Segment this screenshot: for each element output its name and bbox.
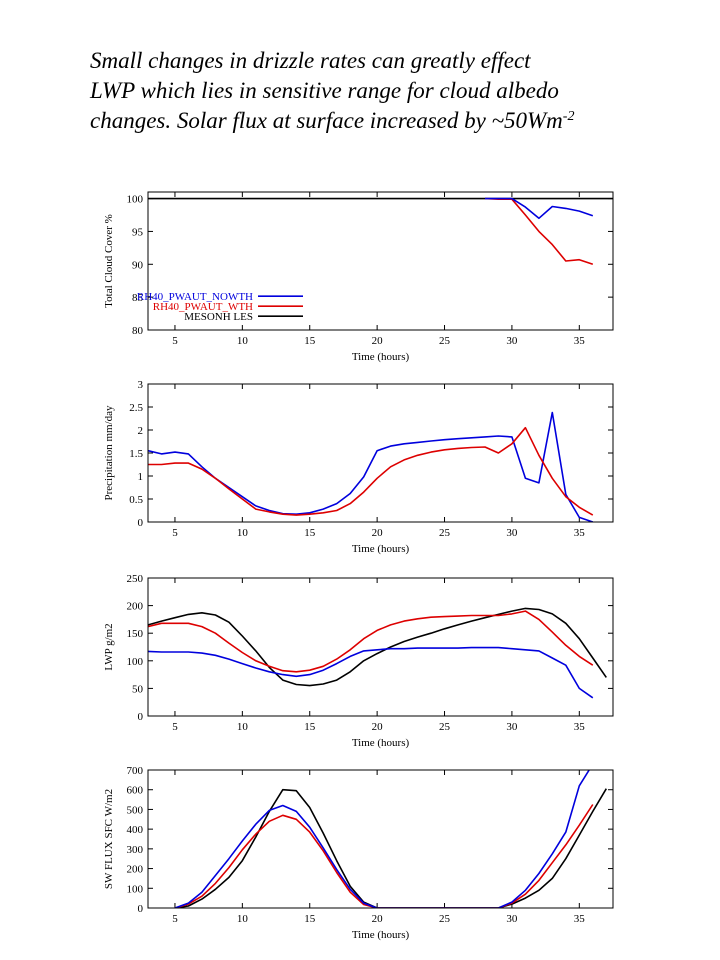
plot-frame [147, 769, 614, 909]
y-tick-label: 95 [132, 226, 144, 238]
y-tick-label: 200 [127, 601, 144, 613]
y-axis-label: Total Cloud Cover % [103, 214, 115, 308]
x-tick-label: 15 [304, 913, 316, 925]
series-line-rh40-pwaut-nowth [174, 770, 591, 908]
plot-frame [147, 383, 614, 523]
x-tick-label: 30 [506, 721, 518, 733]
y-tick-label: 2 [138, 425, 144, 437]
y-tick-label: 90 [132, 259, 144, 271]
x-tick-label: 30 [506, 335, 518, 347]
y-tick-label: 150 [127, 628, 144, 640]
series-line-rh40-pwaut-wth [174, 804, 594, 908]
caption-line-3-text: changes. Solar flux at surface increased… [90, 108, 563, 133]
series-line-rh40-pwaut-wth [148, 610, 594, 673]
y-tick-label: 300 [127, 844, 144, 856]
series-line-rh40-pwaut-wth [484, 197, 594, 266]
x-tick-label: 20 [372, 527, 384, 539]
x-tick-label: 10 [237, 527, 249, 539]
slide-caption: Small changes in drizzle rates can great… [90, 46, 710, 136]
y-tick-label: 2.5 [129, 402, 143, 414]
y-tick-label: 80 [132, 325, 144, 337]
series-line-rh40-pwaut-wth [148, 426, 594, 516]
y-tick-label: 85 [132, 292, 144, 304]
x-tick-label: 5 [172, 335, 178, 347]
x-axis-label: Time (hours) [352, 351, 410, 363]
x-tick-label: 35 [574, 335, 586, 347]
y-axis-label: LWP g/m2 [103, 623, 115, 670]
x-tick-label: 35 [574, 527, 586, 539]
y-tick-label: 0 [138, 517, 144, 529]
y-tick-label: 1.5 [129, 448, 143, 460]
y-tick-label: 500 [127, 804, 144, 816]
series-line-mesonh-les [148, 607, 607, 687]
lwp-panel: 5 10 15 20 25 30 35 0 50 100 150 200 250 Time (hours)… [98, 568, 618, 754]
y-tick-label: 100 [127, 656, 144, 668]
x-tick-label: 25 [439, 335, 451, 347]
caption-line-3: changes. Solar flux at surface increased… [90, 106, 710, 136]
y-tick-label: 0 [138, 711, 144, 723]
precipitation-chart: 5 10 15 20 25 30 35 0 0.5 1 1.5 2 2.5 3 Time (hours) Pr… [103, 379, 614, 555]
y-tick-label: 600 [127, 785, 144, 797]
y-tick-label: 100 [127, 194, 144, 206]
series-line-rh40-pwaut-nowth [148, 646, 594, 699]
y-axis-label: SW FLUX SFC W/m2 [103, 789, 115, 889]
cloud-cover-panel: 5 10 15 20 25 30 35 80 85 90 95 100 Time (hours) Tota… [98, 182, 618, 368]
cloud-cover-chart: 5 10 15 20 25 30 35 80 85 90 95 100 Time (hours) Tota… [103, 191, 614, 363]
x-tick-label: 10 [237, 335, 249, 347]
x-tick-label: 10 [237, 721, 249, 733]
x-tick-label: 30 [506, 527, 518, 539]
x-tick-label: 20 [372, 335, 384, 347]
caption-line-1: Small changes in drizzle rates can great… [90, 48, 531, 73]
x-tick-label: 5 [172, 527, 178, 539]
x-axis-label: Time (hours) [352, 543, 410, 555]
legend-label-mesonh-les: MESONH LES [184, 311, 253, 323]
x-tick-label: 25 [439, 527, 451, 539]
plot-frame [147, 191, 614, 331]
y-tick-label: 3 [138, 379, 144, 391]
x-tick-label: 15 [304, 335, 316, 347]
x-tick-label: 5 [172, 721, 178, 733]
x-tick-label: 20 [372, 721, 384, 733]
y-tick-label: 100 [127, 883, 144, 895]
x-tick-label: 35 [574, 913, 586, 925]
x-tick-label: 25 [439, 913, 451, 925]
series-line-mesonh-les [174, 788, 607, 908]
y-tick-label: 0 [138, 903, 144, 915]
sw-flux-panel: 5 10 15 20 25 30 35 0 100 200 300 400 500 600 700 Time … [98, 760, 618, 946]
y-tick-label: 200 [127, 864, 144, 876]
x-tick-label: 5 [172, 913, 178, 925]
y-tick-label: 0.5 [129, 494, 143, 506]
x-tick-label: 15 [304, 721, 316, 733]
y-axis-label: Precipitation mm/day [103, 405, 115, 501]
y-tick-label: 50 [132, 683, 144, 695]
plot-frame [147, 577, 614, 717]
caption-line-3-superscript: -2 [562, 109, 575, 124]
caption-line-2: LWP which lies in sensitive range for cl… [90, 78, 559, 103]
x-tick-label: 10 [237, 913, 249, 925]
series-line-rh40-pwaut-nowth [485, 197, 594, 220]
y-tick-label: 700 [127, 765, 144, 777]
x-tick-label: 15 [304, 527, 316, 539]
x-axis-label: Time (hours) [352, 929, 410, 941]
y-tick-label: 400 [127, 824, 144, 836]
x-tick-label: 35 [574, 721, 586, 733]
y-tick-label: 250 [127, 573, 144, 585]
x-tick-label: 25 [439, 721, 451, 733]
precipitation-panel: 5 10 15 20 25 30 35 0 0.5 1 1.5 2 2.5 3 Time (hours) Pr… [98, 374, 618, 560]
lwp-chart: 5 10 15 20 25 30 35 0 50 100 150 200 250 Time (hours)… [103, 573, 614, 749]
sw-flux-chart: 5 10 15 20 25 30 35 0 100 200 300 400 500 600 700 Time … [103, 765, 614, 941]
x-axis-label: Time (hours) [352, 737, 410, 749]
y-tick-label: 1 [138, 471, 144, 483]
x-tick-label: 30 [506, 913, 518, 925]
x-tick-label: 20 [372, 913, 384, 925]
legend-label-rh40-pwaut-nowth: RH40_PWAUT_NOWTH [137, 291, 253, 303]
legend-label-rh40-pwaut-wth: RH40_PWAUT_WTH [153, 301, 253, 313]
